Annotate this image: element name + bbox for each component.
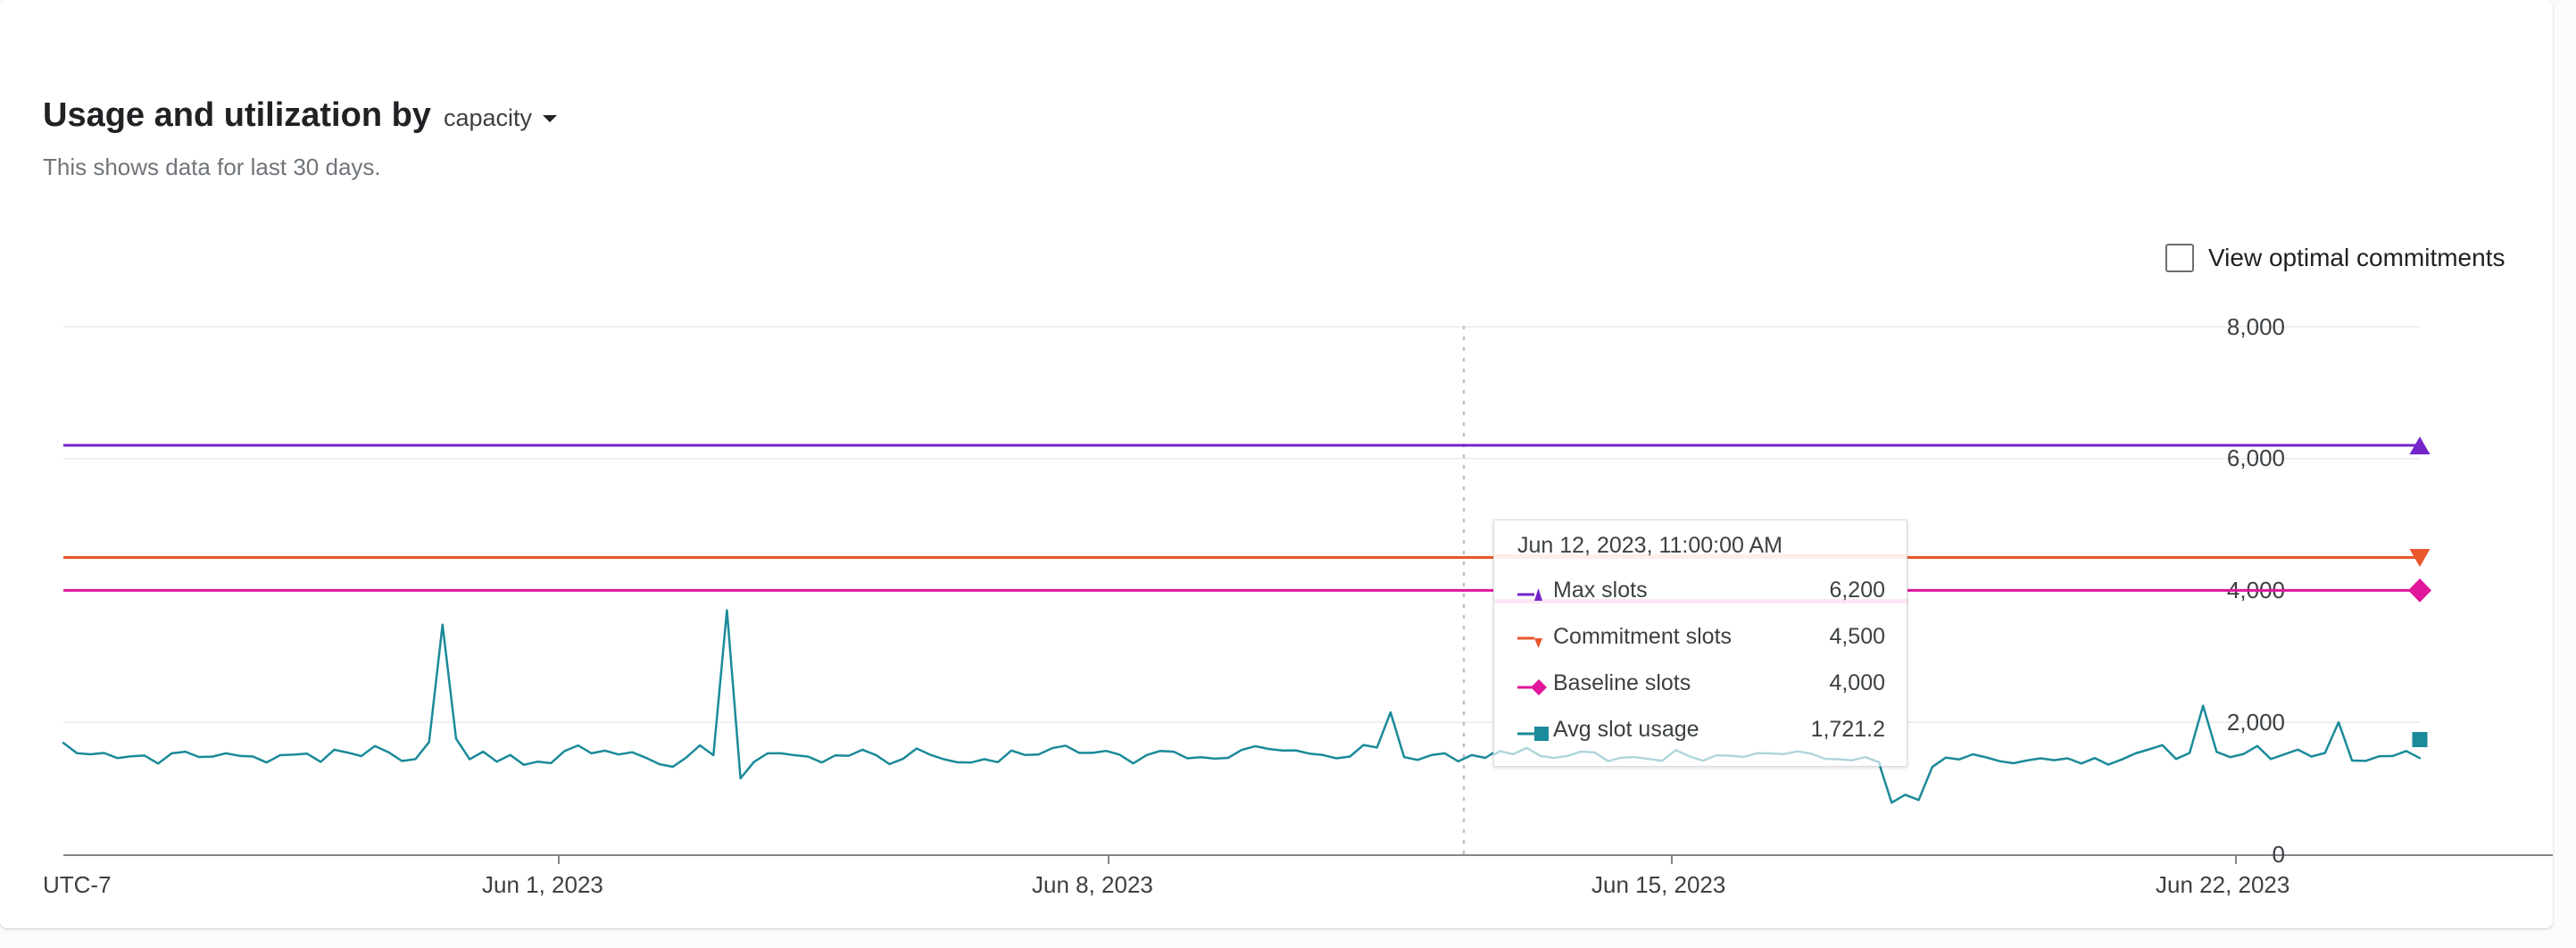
svg-text:Jun 15, 2023: Jun 15, 2023	[1591, 871, 1725, 898]
svg-text:Jun 1, 2023: Jun 1, 2023	[482, 871, 603, 898]
svg-text:2,000: 2,000	[2227, 709, 2285, 736]
svg-text:6,000: 6,000	[2227, 445, 2285, 471]
svg-text:0: 0	[2273, 841, 2285, 868]
svg-text:Jun 22, 2023: Jun 22, 2023	[2156, 871, 2289, 898]
svg-text:UTC-7: UTC-7	[43, 871, 112, 898]
svg-text:8,000: 8,000	[2227, 313, 2285, 340]
svg-text:Jun 8, 2023: Jun 8, 2023	[1032, 871, 1153, 898]
